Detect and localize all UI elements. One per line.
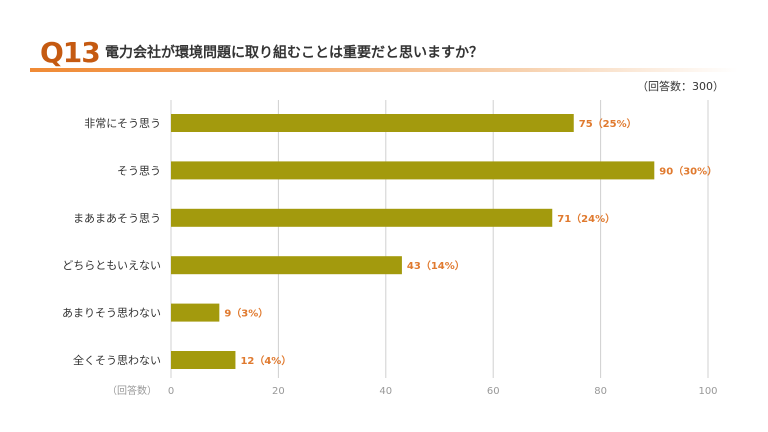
category-label-2: そう思う [117,164,161,177]
bar-5 [171,303,220,322]
value-label-1: 75（25%） [579,117,637,130]
x-tick-label-40: 40 [379,386,392,397]
x-tick-label-20: 20 [272,386,285,397]
header-underline [30,68,738,72]
x-tick-label-60: 60 [487,386,500,397]
x-tick-label-100: 100 [698,386,717,397]
category-label-6: 全くそう思わない [73,353,161,367]
category-label-3: まあまあそう思う [73,212,161,225]
value-label-2: 90（30%） [659,164,717,177]
bar-1 [171,114,574,132]
x-tick-label-0: 0 [168,386,174,397]
bar-2 [171,161,655,180]
bar-6 [171,351,236,369]
value-label-3: 71（24%） [557,212,615,225]
question-number: Q13 [40,36,101,69]
question-title: 電力会社が環境問題に取り組むことは重要だと思いますか？ [105,45,483,61]
value-label-4: 43（14%） [407,259,465,272]
x-axis-label: （回答数） [107,384,157,397]
category-label-4: どちらともいえない [62,259,161,272]
respondent-count: （回答数：300） [637,80,724,93]
question-header: Q13 電力会社が環境問題に取り組むことは重要だと思いますか？ [30,36,738,72]
category-label-5: あまりそう思わない [62,307,161,320]
value-label-5: 9（3%） [224,307,268,320]
bar-3 [171,208,553,227]
bar-4 [171,256,402,275]
x-tick-label-80: 80 [594,386,607,397]
category-label-1: 非常にそう思う [84,117,161,130]
value-label-6: 12（4%） [240,354,291,367]
